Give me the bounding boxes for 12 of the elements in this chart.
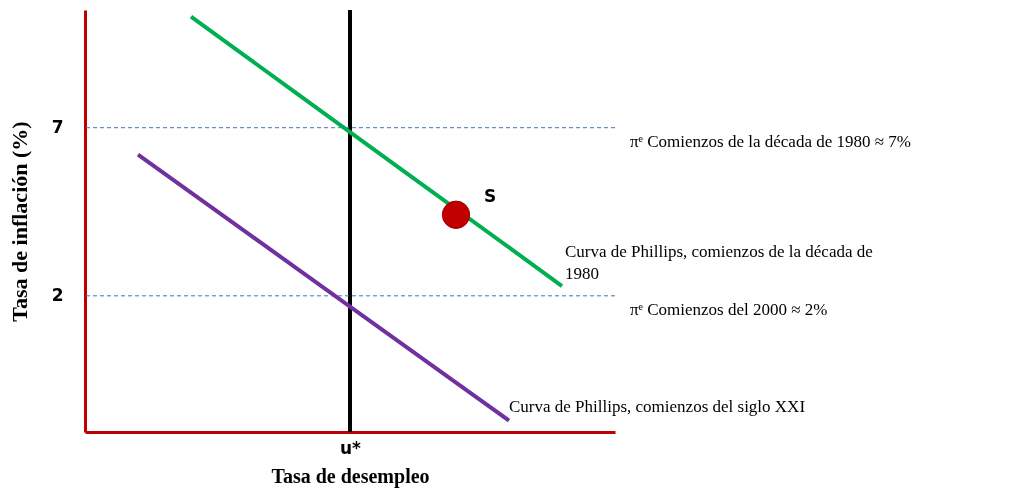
annotation: Curva de Phillips, comienzos de la década de 1980 (565, 242, 873, 283)
line-series (136, 152, 511, 423)
x-tick-label: u* (340, 437, 362, 458)
text: πᵉ Comienzos de la década de 1980 ≈ 7% (630, 132, 911, 151)
y-tick-label: 2 (51, 285, 64, 306)
annotation: Curva de Phillips, comienzos del siglo XXI (509, 397, 806, 416)
y-axis-title: Tasa de inflación (%) (6, 121, 32, 322)
series-label: S (484, 185, 497, 206)
line-series (189, 14, 564, 289)
y-tick-label: 7 (51, 117, 64, 138)
x-axis-title: Tasa de desempleo (271, 464, 430, 488)
text: πᵉ Comienzos del 2000 ≈ 2% (630, 300, 828, 319)
